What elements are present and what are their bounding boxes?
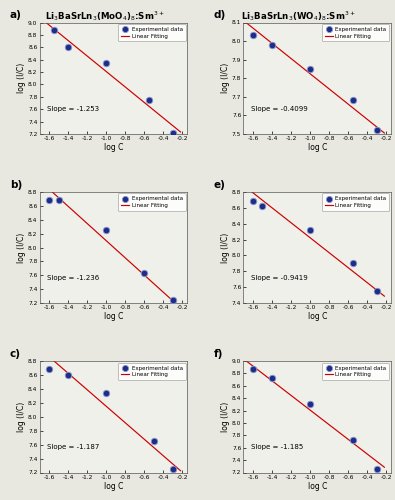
X-axis label: log C: log C xyxy=(103,482,123,490)
Point xyxy=(65,44,71,52)
Text: Slope = -0.4099: Slope = -0.4099 xyxy=(251,106,307,112)
Point xyxy=(46,366,52,374)
Point xyxy=(350,260,356,268)
Point xyxy=(141,270,147,278)
Text: Li$_3$BaSrLn$_3$(MoO$_4$)$_8$:Sm$^{3+}$: Li$_3$BaSrLn$_3$(MoO$_4$)$_8$:Sm$^{3+}$ xyxy=(45,9,164,23)
X-axis label: log C: log C xyxy=(307,143,327,152)
Point xyxy=(250,364,256,372)
Point xyxy=(151,437,157,445)
Point xyxy=(374,126,380,134)
Point xyxy=(55,196,62,204)
Point xyxy=(259,202,265,210)
Point xyxy=(250,32,256,40)
Y-axis label: log (I/C): log (I/C) xyxy=(221,232,230,262)
Text: a): a) xyxy=(10,10,22,20)
Point xyxy=(250,198,256,205)
Text: f): f) xyxy=(214,349,223,359)
Legend: Experimental data, Linear Fitting: Experimental data, Linear Fitting xyxy=(118,194,186,210)
Text: Slope = -1.185: Slope = -1.185 xyxy=(251,444,303,450)
Point xyxy=(170,465,176,473)
Text: b): b) xyxy=(10,180,22,190)
X-axis label: log C: log C xyxy=(307,482,327,490)
Text: Slope = -0.9419: Slope = -0.9419 xyxy=(251,275,307,281)
Point xyxy=(307,400,313,408)
Point xyxy=(269,374,275,382)
Y-axis label: log (I/C): log (I/C) xyxy=(17,402,26,432)
Point xyxy=(170,296,176,304)
Text: d): d) xyxy=(214,10,226,20)
Point xyxy=(170,128,176,136)
Text: Slope = -1.253: Slope = -1.253 xyxy=(47,106,99,112)
X-axis label: log C: log C xyxy=(103,312,123,322)
Legend: Experimental data, Linear Fitting: Experimental data, Linear Fitting xyxy=(118,363,186,380)
Point xyxy=(269,41,275,49)
Point xyxy=(350,436,356,444)
Point xyxy=(51,26,57,34)
Legend: Experimental data, Linear Fitting: Experimental data, Linear Fitting xyxy=(322,363,389,380)
Point xyxy=(350,96,356,104)
Point xyxy=(103,60,109,68)
Point xyxy=(374,466,380,473)
Legend: Experimental data, Linear Fitting: Experimental data, Linear Fitting xyxy=(322,24,389,42)
X-axis label: log C: log C xyxy=(307,312,327,322)
Text: e): e) xyxy=(214,180,226,190)
Point xyxy=(146,96,152,104)
Legend: Experimental data, Linear Fitting: Experimental data, Linear Fitting xyxy=(322,194,389,210)
X-axis label: log C: log C xyxy=(103,143,123,152)
Text: Slope = -1.187: Slope = -1.187 xyxy=(47,444,99,450)
Text: Slope = -1.236: Slope = -1.236 xyxy=(47,275,99,281)
Text: c): c) xyxy=(10,349,21,359)
Point xyxy=(374,288,380,296)
Y-axis label: log (I/C): log (I/C) xyxy=(221,402,230,432)
Legend: Experimental data, Linear Fitting: Experimental data, Linear Fitting xyxy=(118,24,186,42)
Point xyxy=(65,371,71,379)
Point xyxy=(307,226,313,234)
Point xyxy=(307,65,313,73)
Point xyxy=(103,389,109,397)
Y-axis label: log (I/C): log (I/C) xyxy=(17,232,26,262)
Point xyxy=(46,196,52,204)
Y-axis label: log (I/C): log (I/C) xyxy=(221,63,230,94)
Point xyxy=(103,226,109,234)
Text: Li$_3$BaSrLn$_3$(WO$_4$)$_8$:Sm$^{3+}$: Li$_3$BaSrLn$_3$(WO$_4$)$_8$:Sm$^{3+}$ xyxy=(241,9,356,23)
Y-axis label: log (I/C): log (I/C) xyxy=(17,63,26,94)
